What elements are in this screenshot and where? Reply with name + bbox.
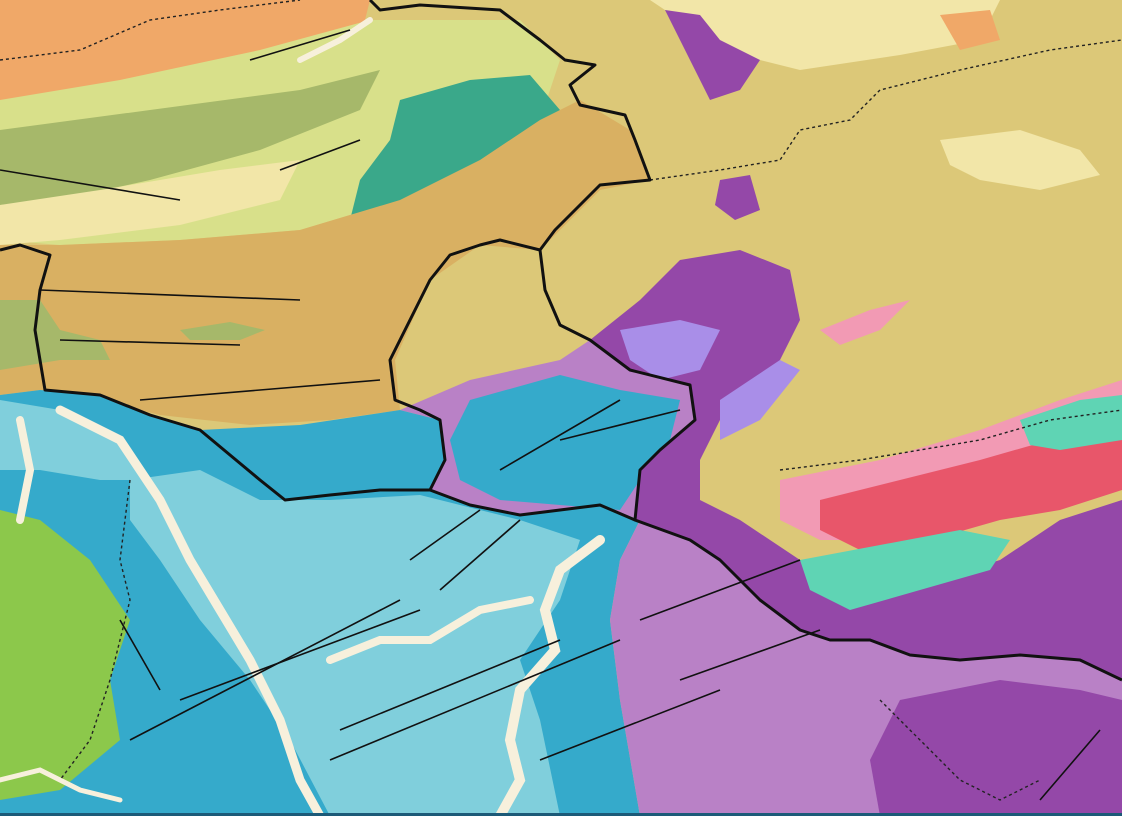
unit-orange-north <box>0 0 370 110</box>
provincial-border <box>649 39 1122 181</box>
provincial-border <box>59 479 131 781</box>
national-border <box>388 238 636 522</box>
river <box>55 405 325 816</box>
fault-line <box>639 559 801 621</box>
river <box>326 596 534 664</box>
unit-light-blue-south <box>130 470 580 816</box>
fault-line <box>0 169 181 201</box>
unit-turquoise <box>800 530 1010 610</box>
fault-line <box>1039 729 1101 801</box>
fault-line <box>179 609 421 701</box>
national-border <box>368 0 1122 682</box>
unit-light-blue-west <box>0 400 150 480</box>
fault-line <box>679 629 821 681</box>
fault-line <box>39 289 301 301</box>
fault-line <box>339 639 561 731</box>
fault-line <box>499 399 621 471</box>
fault-line <box>249 29 351 61</box>
provincial-border <box>0 0 301 61</box>
national-border <box>0 243 430 502</box>
unit-violet-strip <box>720 360 800 440</box>
unit-pink-top <box>820 300 910 345</box>
provincial-border <box>779 409 1122 471</box>
fault-line <box>279 139 361 171</box>
unit-ochre-central <box>0 100 650 425</box>
river <box>0 767 123 803</box>
unit-pale-patches-right <box>940 130 1100 190</box>
fault-line <box>409 509 481 561</box>
unit-violet-light <box>620 320 720 380</box>
fault-line <box>329 639 621 761</box>
fault-line <box>559 409 681 441</box>
fault-line <box>139 379 381 401</box>
river <box>495 535 605 816</box>
fault-line <box>119 619 161 691</box>
provincial-border <box>879 699 1041 801</box>
unit-purple-mid <box>715 175 760 220</box>
national-borders <box>0 0 1122 682</box>
unit-purple-southeast <box>870 680 1122 816</box>
unit-olive-bands <box>0 70 380 205</box>
unit-green-west <box>0 510 130 800</box>
unit-olive-patch <box>0 300 110 370</box>
fault-line <box>539 689 721 761</box>
fault-line <box>59 339 241 346</box>
unit-olive-patch-2 <box>180 322 265 340</box>
river <box>297 17 373 63</box>
unit-teal-green <box>350 75 560 220</box>
fault-line <box>439 519 521 591</box>
unit-turquoise-2 <box>1020 395 1122 450</box>
faults <box>0 29 1101 801</box>
unit-pale-band <box>0 160 300 245</box>
unit-purple-east <box>590 250 1122 680</box>
unit-purple-north <box>665 10 760 100</box>
fault-line <box>129 599 401 741</box>
bottom-edge-bar <box>0 813 1122 816</box>
unit-orange-top-right <box>940 10 1000 50</box>
unit-blue-plateau <box>200 410 445 500</box>
unit-blue-central <box>450 375 680 510</box>
rivers <box>0 17 605 816</box>
river <box>16 416 35 524</box>
unit-red-band <box>820 420 1122 550</box>
